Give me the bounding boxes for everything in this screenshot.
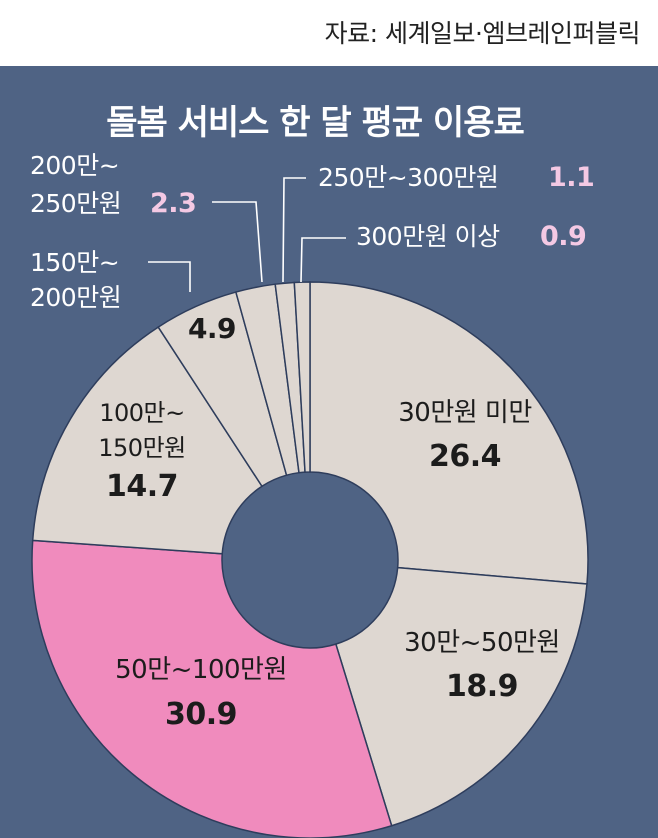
leader-line-5 bbox=[212, 201, 263, 283]
slice-label-7: 300만원 이상 bbox=[356, 222, 500, 251]
slice-value-2: 30.9 bbox=[165, 697, 237, 732]
slice-label-2: 50만~100만원 bbox=[115, 655, 287, 685]
labels-layer: 30만원 미만 26.4 30만~50만원 18.9 50만~100만원 30.9 100만… bbox=[30, 151, 595, 732]
slice-label-3: 150만원 bbox=[98, 434, 185, 462]
slice-label-3: 100만~ bbox=[99, 399, 185, 427]
slice-label-5: 250만원 bbox=[30, 189, 121, 218]
slice-7 bbox=[293, 281, 311, 473]
source-note: 자료: 세계일보·엠브레인퍼블릭 bbox=[324, 19, 641, 48]
slice-3 bbox=[31, 326, 263, 555]
slice-value-6: 1.1 bbox=[548, 162, 594, 193]
leader-line-7 bbox=[300, 237, 346, 283]
slice-0 bbox=[309, 281, 589, 585]
slices-layer bbox=[31, 281, 589, 838]
slice-label-4: 150만~ bbox=[30, 248, 119, 277]
slice-value-1: 18.9 bbox=[446, 669, 518, 704]
slice-value-3: 14.7 bbox=[106, 469, 178, 504]
slice-value-7: 0.9 bbox=[540, 221, 586, 252]
slice-label-0: 30만원 미만 bbox=[398, 398, 532, 428]
slice-value-4: 4.9 bbox=[188, 312, 236, 345]
slice-2 bbox=[31, 539, 393, 838]
slice-value-0: 26.4 bbox=[429, 439, 501, 474]
slice-value-5: 2.3 bbox=[150, 188, 196, 219]
slice-label-1: 30만~50만원 bbox=[404, 628, 560, 658]
chart-title: 돌봄 서비스 한 달 평균 이용료 bbox=[106, 103, 524, 143]
donut-chart: 돌봄 서비스 한 달 평균 이용료 30만원 미만 26.4 30만~50만원 18.… bbox=[30, 103, 595, 838]
leader-lines bbox=[148, 177, 346, 292]
slice-label-6: 250만~300만원 bbox=[318, 163, 498, 192]
slice-label-4: 200만원 bbox=[30, 283, 121, 312]
leader-line-4 bbox=[148, 261, 191, 292]
slice-1 bbox=[334, 566, 588, 827]
slice-label-5: 200만~ bbox=[30, 151, 119, 180]
leader-line-6 bbox=[282, 177, 306, 283]
